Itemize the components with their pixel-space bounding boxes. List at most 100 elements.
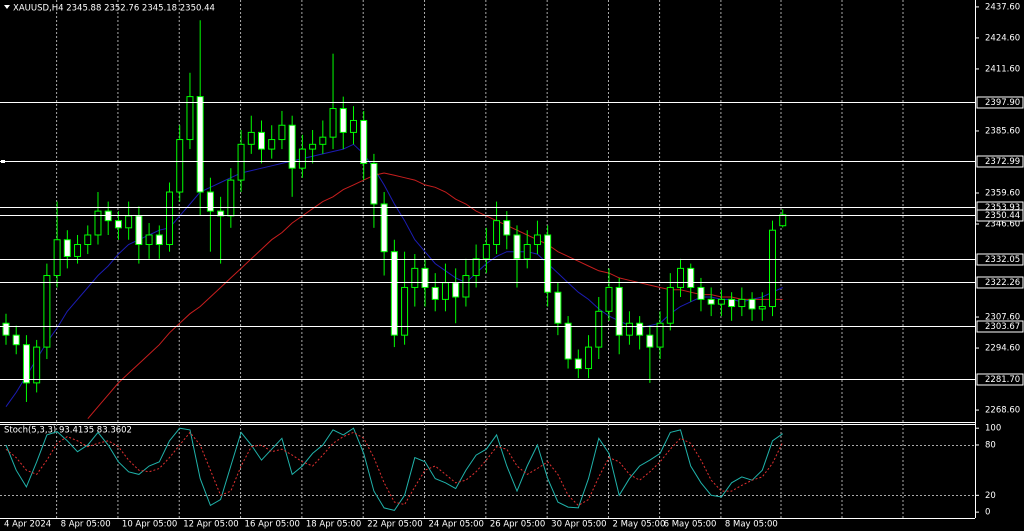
candle-body [779,214,787,227]
price-level-box [976,276,1024,289]
candle-body [390,251,398,336]
price-level-box [976,209,1024,222]
y-tick-label: 2346.60 [985,220,1020,230]
x-tick-label: 8 Apr 05:00 [61,520,111,530]
chart-title: XAUUSD,H4 2345.88 2352.76 2345.18 2350.4… [13,4,215,14]
x-tick-label: 30 Apr 05:00 [551,520,606,530]
candle-body [523,244,531,260]
y-tick-label: 2359.60 [985,188,1020,198]
candle-body [329,108,337,138]
price-level-label: 2281.70 [985,375,1020,385]
x-tick-label: 2 May 05:00 [612,520,665,530]
candle-body [196,96,204,193]
candle-body [186,96,194,141]
candle-body [278,124,286,141]
candle-body [513,234,521,260]
y-tick-label: 2294.60 [985,344,1020,354]
price-level-box [976,320,1024,333]
price-level-label: 2350.44 [985,211,1020,221]
candle-body [43,275,51,348]
candle-body [564,322,572,360]
x-tick-label: 6 May 05:00 [664,520,717,530]
candle-body [63,239,71,257]
candle-body [646,334,654,348]
y-tick-label: 0 [985,508,990,518]
candle-body [401,286,409,336]
candle-body [237,143,245,181]
candle-body [298,148,306,169]
candle-body [758,306,766,310]
candle-body [268,139,276,150]
x-tick-label: 10 Apr 05:00 [122,520,177,530]
price-level-box [976,96,1024,109]
candle-body [22,344,30,384]
candle-body [12,334,20,346]
candle-body [360,119,368,164]
candle-body [544,234,552,293]
candle-body [349,119,357,133]
candle-body [574,358,582,370]
candle-body [687,267,695,288]
candle-body [482,244,490,260]
price-level-label: 2372.99 [985,157,1020,167]
x-tick-label: 16 Apr 05:00 [245,520,300,530]
price-level-label: 2353.93 [985,203,1020,213]
candle-body [462,275,470,298]
price-level-label: 2397.90 [985,98,1020,108]
candle-body [380,203,388,253]
x-tick-label: 12 Apr 05:00 [183,520,238,530]
y-tick-label: 2437.60 [985,2,1020,12]
candle-body [258,131,265,150]
price-level-label: 2332.05 [985,255,1020,265]
candle-body [533,234,541,246]
candle-body [441,282,449,300]
candle-body [53,239,61,277]
x-tick-label: 26 Apr 05:00 [490,520,545,530]
candle-body [176,139,184,193]
candle-body [717,298,725,305]
candle-body [738,298,746,308]
candle-body [452,282,460,298]
candle-body [625,322,633,336]
x-tick-label: 22 Apr 05:00 [367,520,422,530]
candle-body [74,244,82,257]
candle-body [370,162,378,205]
x-tick-label: 24 Apr 05:00 [429,520,484,530]
candle-body [2,322,10,336]
candle-body [605,286,613,312]
candle-body [421,267,429,288]
y-tick-label: 2268.60 [985,406,1020,416]
candle-body [666,286,674,324]
y-tick-label: 100 [985,424,1001,434]
candle-body [247,131,255,145]
y-tick-label: 2424.60 [985,33,1020,43]
candle-body [319,136,327,145]
menu-arrow [4,5,10,9]
indicator-line [5,427,783,511]
candle-body [135,215,143,246]
x-tick-label: 8 May 05:00 [725,520,778,530]
candle-body [411,267,419,288]
price-level-box [976,155,1024,168]
y-tick-label: 2411.60 [985,64,1020,74]
indicator-title: Stoch(5,3,3) 93.4135 83.3602 [4,426,132,436]
candle-body [656,322,664,348]
candle-body [503,220,511,236]
candle-body [493,220,501,246]
candle-body [554,291,562,324]
candle-body [677,267,685,288]
candle-body [309,143,317,150]
price-level-label: 2322.26 [985,278,1020,288]
price-level-box [976,373,1024,386]
candle-body [339,108,347,133]
y-tick-label: 80 [985,440,996,450]
candle-body [769,229,776,308]
candle-body [288,124,296,169]
candle-body [145,234,153,246]
price-level-label: 2303.67 [985,322,1020,332]
y-tick-label: 2307.60 [985,313,1020,323]
candle-body [431,286,439,300]
y-tick-label: 2385.60 [985,126,1020,136]
